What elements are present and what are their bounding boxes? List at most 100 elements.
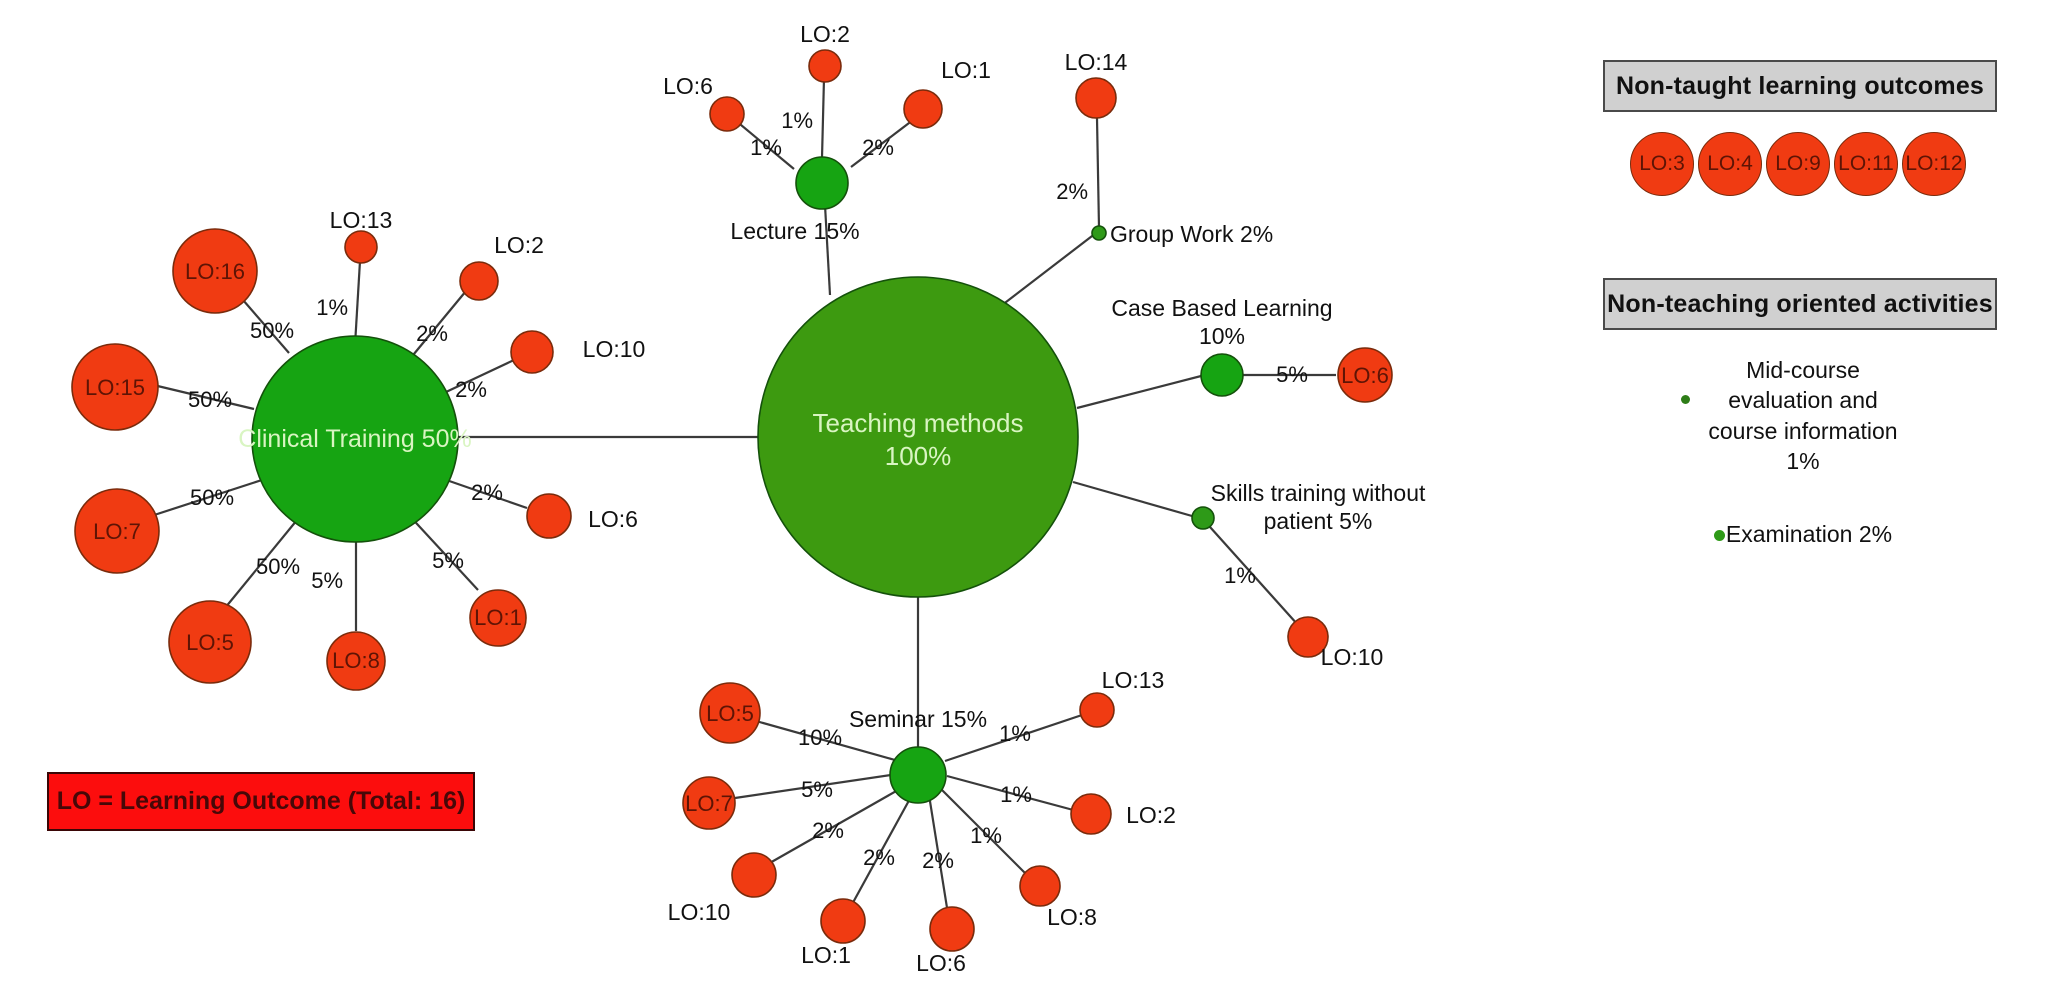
lo-key-text: LO = Learning Outcome (Total: 16)	[56, 787, 466, 815]
edge-pct-lecture-lo6: 1%	[750, 135, 782, 160]
leaf-seminar-lo6[interactable]: LO:6	[916, 906, 975, 976]
edge-seminar-lo6	[927, 794, 950, 915]
skills-label-line2: patient 5%	[1264, 508, 1373, 534]
non-taught-legend-header: Non-taught learning outcomes	[1603, 60, 1997, 112]
non-taught-lo-11[interactable]: LO:11	[1834, 132, 1898, 196]
edge-center-skills	[1072, 480, 1200, 520]
edge-clinical-lo15	[144, 381, 255, 411]
leaf-clinical-lo5[interactable]: LO:5	[168, 600, 252, 684]
non-teaching-item-examination: Examination 2%	[1603, 521, 2003, 548]
edge-pct-groupwork-lo14: 2%	[1056, 179, 1088, 204]
leaf-label: LO:5	[186, 630, 234, 655]
edge-seminar-lo5	[755, 719, 896, 762]
leaf-label: LO:10	[668, 899, 731, 925]
leaf-label: LO:8	[1047, 904, 1097, 930]
edge-clinical-lo7	[144, 477, 266, 520]
leaf-label: LO:14	[1065, 49, 1128, 75]
midcourse-line4: 1%	[1786, 448, 1820, 475]
midcourse-line3: course information	[1708, 417, 1898, 444]
case-based-label-line2: 10%	[1199, 323, 1245, 349]
edge-lecture-lo6	[734, 119, 795, 170]
node-group-work[interactable]: Group Work 2%	[1091, 221, 1273, 247]
leaf-clinical-lo2[interactable]: LO:2	[459, 232, 544, 301]
seminar-label: Seminar 15%	[849, 706, 987, 732]
non-teaching-legend-items: Mid-course evaluation and course informa…	[1603, 355, 2003, 547]
leaf-case-lo6[interactable]: LO:6	[1337, 347, 1393, 403]
leaf-seminar-lo2[interactable]: LO:2	[1070, 793, 1176, 835]
edge-pct-seminar-lo6: 2%	[922, 848, 954, 873]
node-case-based-learning[interactable]: Case Based Learning 10%	[1111, 295, 1333, 397]
edge-center-lecture	[823, 204, 832, 296]
edge-pct-clinical-lo8: 5%	[311, 568, 343, 593]
edge-pct-seminar-lo7: 5%	[801, 777, 833, 802]
leaf-clinical-lo15[interactable]: LO:15	[71, 343, 159, 431]
leaf-seminar-lo10[interactable]: LO:10	[668, 852, 777, 925]
leaf-clinical-lo1[interactable]: LO:1	[469, 589, 527, 647]
examination-label: Examination 2%	[1725, 521, 1893, 547]
edge-pct-clinical-lo7: 50%	[190, 485, 234, 510]
edge-pct-clinical-lo16: 50%	[250, 318, 294, 343]
non-taught-legend-title: Non-taught learning outcomes	[1615, 71, 1985, 100]
leaf-clinical-lo7[interactable]: LO:7	[74, 488, 160, 574]
leaf-label: LO:10	[583, 336, 646, 362]
non-teaching-legend-title: Non-teaching oriented activities	[1607, 289, 1993, 318]
leaf-label: LO:6	[916, 950, 966, 976]
leaf-clinical-lo8[interactable]: LO:8	[326, 631, 386, 691]
leaf-label: LO:2	[800, 21, 850, 47]
leaf-label: LO:6	[1341, 363, 1389, 388]
leaf-seminar-lo7[interactable]: LO:7	[682, 776, 736, 830]
leaf-label: LO:2	[494, 232, 544, 258]
node-skills-training[interactable]: Skills training without patient 5%	[1191, 480, 1426, 534]
edge-center-groupwork	[992, 232, 1097, 313]
node-lecture[interactable]: Lecture 15%	[730, 156, 860, 244]
leaf-groupwork-lo14[interactable]: LO:14	[1065, 49, 1128, 119]
node-teaching-methods[interactable]: Teaching methods 100%	[757, 276, 1079, 598]
leaf-clinical-lo13[interactable]: LO:13	[330, 207, 393, 264]
leaf-label: LO:1	[801, 942, 851, 968]
non-taught-lo-12[interactable]: LO:12	[1902, 132, 1966, 196]
edge-seminar-lo13	[944, 712, 1086, 763]
edge-seminar-lo8	[940, 788, 1028, 876]
leaf-seminar-lo13[interactable]: LO:13	[1079, 667, 1165, 728]
edge-pct-case-lo6: 5%	[1276, 362, 1308, 387]
edge-pct-clinical-lo2: 2%	[416, 321, 448, 346]
edge-pct-seminar-lo10: 2%	[812, 818, 844, 843]
leaf-label: LO:13	[1102, 667, 1165, 693]
leaf-seminar-lo8[interactable]: LO:8	[1019, 865, 1097, 930]
midcourse-line2: evaluation and	[1728, 387, 1878, 414]
leaf-clinical-lo16[interactable]: LO:16	[172, 228, 258, 314]
leaf-lecture-lo1[interactable]: LO:1	[903, 57, 991, 129]
non-taught-lo-3[interactable]: LO:3	[1630, 132, 1694, 196]
non-taught-lo-9[interactable]: LO:9	[1766, 132, 1830, 196]
edge-pct-seminar-lo1: 2%	[863, 845, 895, 870]
leaf-seminar-lo5[interactable]: LO:5	[699, 682, 761, 744]
leaf-label: LO:2	[1126, 802, 1176, 828]
leaf-clinical-lo10[interactable]: LO:10	[510, 330, 646, 374]
leaf-label: LO:13	[330, 207, 393, 233]
clinical-training-label: Clinical Training 50%	[238, 425, 471, 453]
edge-pct-skills-lo10: 1%	[1224, 563, 1256, 588]
edge-seminar-lo1	[849, 794, 913, 909]
edge-pct-clinical-lo1: 5%	[432, 548, 464, 573]
edge-pct-clinical-lo10: 2%	[455, 377, 487, 402]
case-based-label-line1: Case Based Learning	[1111, 295, 1332, 321]
leaf-label: LO:10	[1321, 644, 1384, 670]
leaf-lecture-lo2[interactable]: LO:2	[800, 21, 850, 83]
edge-seminar-lo10	[767, 789, 899, 865]
leaf-lecture-lo6[interactable]: LO:6	[663, 73, 745, 132]
leaf-label: LO:6	[588, 506, 638, 532]
leaf-skills-lo10[interactable]: LO:10	[1287, 616, 1384, 670]
leaf-seminar-lo1[interactable]: LO:1	[801, 898, 866, 968]
leaf-clinical-lo6[interactable]: LO:6	[526, 493, 638, 539]
node-seminar[interactable]: Seminar 15%	[849, 706, 987, 804]
non-teaching-item-midcourse: Mid-course evaluation and course informa…	[1603, 355, 2003, 476]
edge-pct-seminar-lo2: 1%	[1000, 782, 1032, 807]
edge-seminar-lo2	[946, 774, 1078, 813]
node-clinical-training[interactable]: Clinical Training 50%	[238, 335, 472, 543]
non-taught-lo-4[interactable]: LO:4	[1698, 132, 1762, 196]
lecture-label: Lecture 15%	[730, 218, 859, 244]
edge-center-case	[1076, 373, 1206, 410]
edge-groupwork-lo14	[1095, 117, 1101, 229]
edge-layer	[144, 77, 1336, 915]
